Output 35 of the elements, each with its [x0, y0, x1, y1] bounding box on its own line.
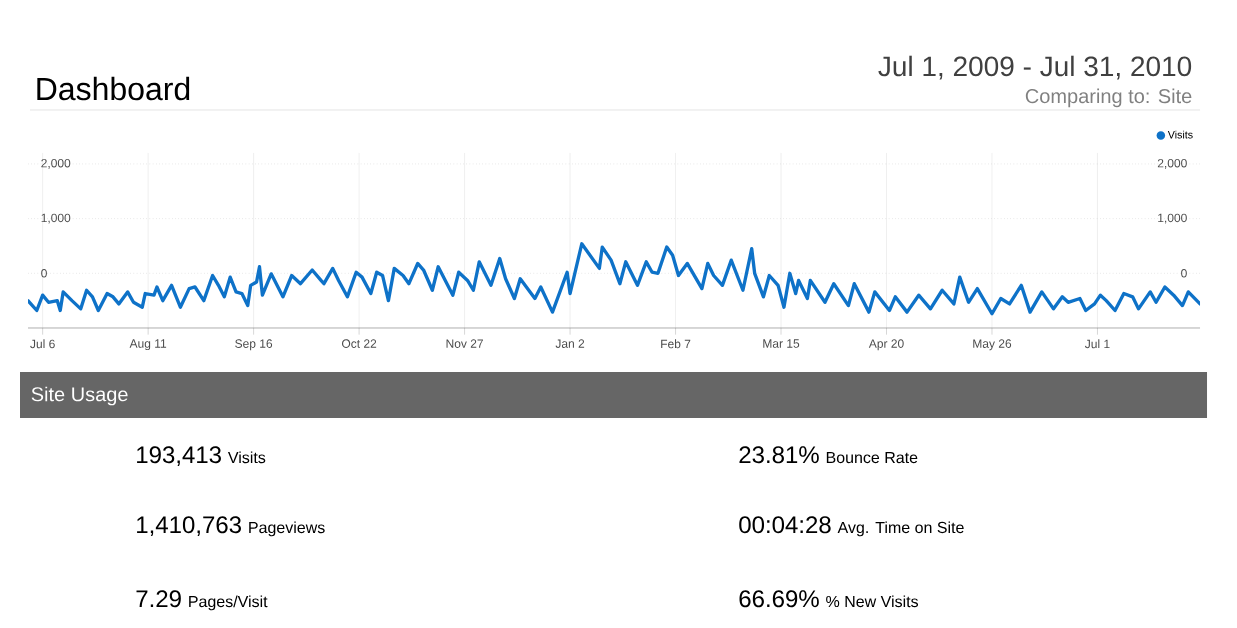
- x-tick-label: Mar 15: [763, 339, 800, 348]
- y2-tick-label: 1,000: [1158, 213, 1187, 224]
- x-tick-label: Jul 6: [30, 339, 55, 349]
- text: 193,413: [137, 446, 221, 467]
- text: 66.69%: [739, 590, 819, 608]
- text: Jul 1, 2009 - Jul 31, 2010: [878, 55, 1192, 80]
- y2-tick-label: 0: [1181, 269, 1187, 278]
- text: Visits: [227, 451, 266, 464]
- text: Comparing to: Site: [1025, 88, 1192, 108]
- line-series: [28, 242, 1201, 316]
- x-tick-label: Jan 2: [555, 339, 585, 348]
- legend-label: Visits: [1167, 130, 1193, 139]
- text: % New Visits: [826, 595, 919, 608]
- x-tick-label: Apr 20: [868, 339, 904, 351]
- y-tick-label: 0: [41, 269, 47, 278]
- y-tick-label: 1,000: [41, 213, 71, 224]
- text: Pages/Visit: [189, 595, 268, 611]
- x-tick-label: Oct 22: [341, 339, 377, 348]
- y2-tick-label: 2,000: [1157, 158, 1187, 169]
- x-tick-label: Feb 7: [661, 339, 691, 349]
- text: 7.29: [136, 590, 181, 608]
- text: 00:04:28: [739, 516, 831, 534]
- x-tick-label: Jul 1: [1084, 339, 1110, 349]
- chart-title: Dashboard: [37, 76, 190, 101]
- x-tick-label: May 26: [973, 339, 1012, 351]
- text: Site Usage: [31, 386, 128, 406]
- x-tick-label: Nov 27: [446, 339, 483, 348]
- text: 1,410,763: [137, 516, 241, 537]
- text: Bounce Rate: [826, 452, 918, 464]
- text: Avg. Time on Site: [837, 521, 964, 537]
- y-tick-label: 2,000: [41, 158, 71, 169]
- text: Pageviews: [249, 521, 325, 537]
- x-tick-label: Aug 11: [129, 339, 167, 351]
- text: 23.81%: [739, 446, 819, 464]
- x-tick-label: Sep 16: [235, 339, 273, 351]
